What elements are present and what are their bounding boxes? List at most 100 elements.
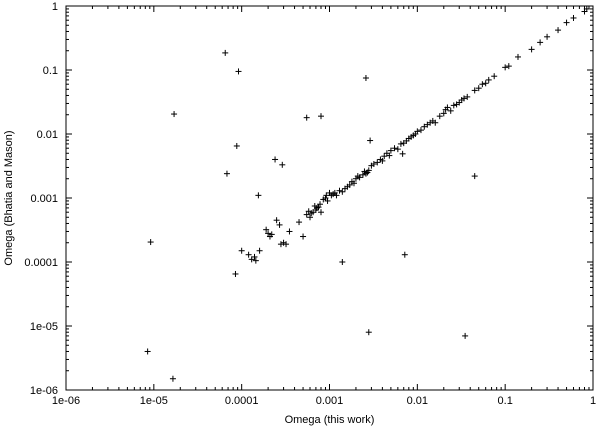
data-point	[447, 107, 454, 114]
data-point	[397, 140, 404, 147]
data-point	[279, 161, 286, 168]
data-point	[379, 157, 386, 164]
data-point	[251, 253, 258, 260]
x-axis-label: Omega (this work)	[285, 414, 375, 426]
data-point	[265, 230, 272, 237]
x-tick-label: 1e-05	[140, 395, 168, 407]
y-axis-label: Omega (Bhatia and Mason)	[3, 130, 15, 265]
data-point	[370, 160, 377, 167]
data-point	[462, 332, 469, 339]
x-tick-label: 0.001	[316, 395, 344, 407]
data-point	[323, 192, 330, 199]
data-point	[303, 114, 310, 121]
axis-ticks	[65, 5, 594, 391]
data-point	[277, 241, 284, 248]
y-tick-label: 0.1	[43, 65, 58, 77]
data-point	[276, 221, 283, 228]
plot-frame	[65, 5, 594, 391]
data-point	[256, 247, 263, 254]
data-point	[563, 19, 570, 26]
data-point	[444, 104, 451, 111]
data-point	[359, 171, 366, 178]
data-point	[171, 111, 178, 118]
y-tick-label: 1e-06	[30, 385, 58, 397]
data-point	[238, 247, 245, 254]
data-point	[450, 102, 457, 109]
y-tick-labels: 1e-06 1e-05 0.0001 0.001 0.01 0.1 1	[24, 1, 58, 397]
data-point	[307, 214, 314, 221]
data-point	[362, 74, 369, 81]
x-tick-label: 0.01	[407, 395, 428, 407]
y-tick-label: 0.001	[30, 193, 58, 205]
data-point	[374, 159, 381, 166]
y-tick-label: 1	[52, 1, 58, 13]
data-point	[147, 239, 154, 246]
data-point	[417, 127, 424, 134]
x-tick-label: 0.0001	[225, 395, 259, 407]
data-point	[461, 95, 468, 102]
data-point	[491, 73, 498, 80]
data-point	[401, 251, 408, 258]
data-point	[544, 33, 551, 40]
data-point	[350, 180, 357, 187]
data-point	[394, 146, 401, 153]
data-point	[235, 68, 242, 75]
data-point	[365, 167, 372, 174]
data-point	[436, 113, 443, 120]
data-point	[223, 170, 230, 177]
data-point	[570, 14, 577, 21]
data-point	[169, 375, 176, 382]
data-point	[485, 76, 492, 83]
data-points	[144, 5, 590, 382]
data-point	[475, 85, 482, 92]
x-tick-labels: 1e-06 1e-05 0.0001 0.001 0.01 0.1 1	[52, 395, 596, 407]
data-point	[315, 204, 322, 211]
data-point	[317, 201, 324, 208]
data-point	[286, 228, 293, 235]
data-point	[505, 63, 512, 70]
data-point	[273, 217, 280, 224]
data-point	[263, 226, 270, 233]
data-point	[391, 145, 398, 152]
data-point	[272, 156, 279, 163]
data-point	[233, 142, 240, 149]
data-point	[432, 119, 439, 126]
y-tick-label: 0.01	[37, 129, 58, 141]
data-point	[255, 192, 262, 199]
data-point	[144, 348, 151, 355]
data-point	[381, 153, 388, 160]
data-point	[399, 150, 406, 157]
x-tick-label: 0.1	[498, 395, 513, 407]
data-point	[421, 123, 428, 130]
data-point	[268, 231, 275, 238]
data-point	[283, 241, 290, 248]
data-point	[515, 53, 522, 60]
data-point	[232, 270, 239, 277]
data-point	[555, 27, 562, 34]
data-point	[583, 5, 590, 12]
y-tick-label: 0.0001	[24, 257, 58, 269]
data-point	[502, 64, 509, 71]
y-tick-label: 1e-05	[30, 321, 58, 333]
data-point	[317, 209, 324, 216]
data-point	[367, 137, 374, 144]
data-point	[387, 147, 394, 154]
data-point	[324, 197, 331, 204]
data-point	[317, 113, 324, 120]
data-point	[300, 233, 307, 240]
data-point	[339, 259, 346, 265]
data-point	[303, 211, 310, 218]
data-point	[362, 170, 369, 177]
data-point	[440, 110, 447, 117]
data-point	[482, 80, 489, 87]
x-tick-label: 1	[590, 395, 596, 407]
data-point	[339, 188, 346, 195]
data-point	[537, 39, 544, 46]
data-point	[356, 174, 363, 181]
data-point	[471, 87, 478, 94]
data-point	[464, 93, 471, 100]
data-point	[386, 152, 393, 159]
x-tick-label: 1e-06	[52, 395, 80, 407]
data-point	[222, 49, 229, 56]
